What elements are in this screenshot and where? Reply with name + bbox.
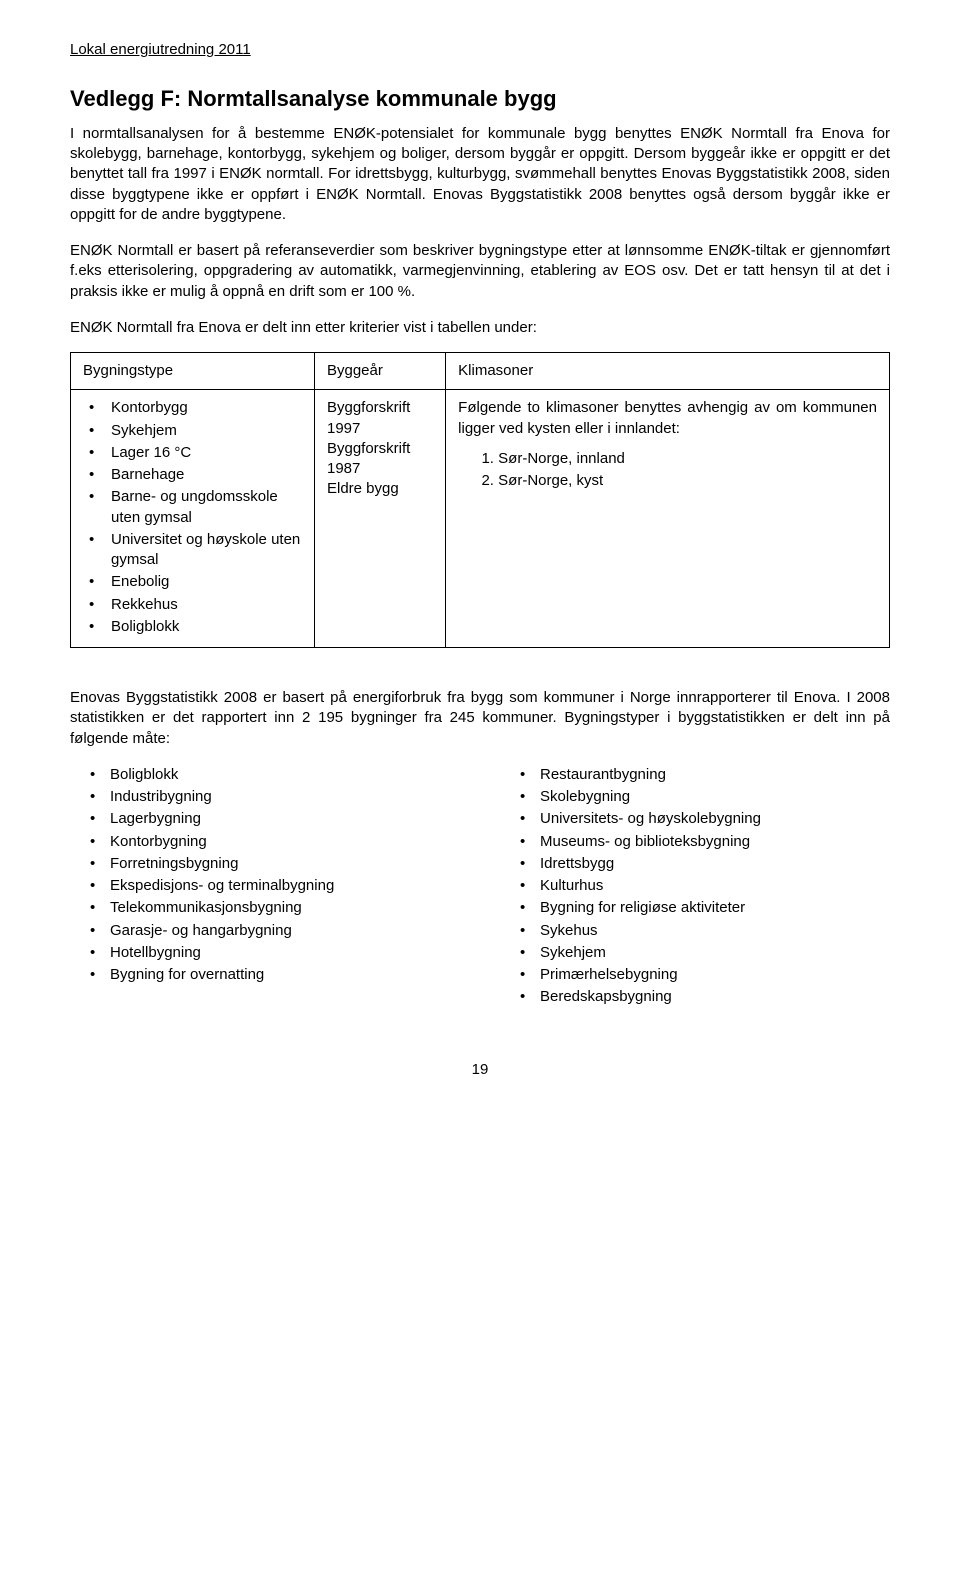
list-item: Beredskapsbygning: [520, 987, 890, 1007]
list-item: Kontorbygning: [90, 832, 460, 852]
cell-klimasoner: Følgende to klimasoner benyttes avhengig…: [446, 390, 890, 648]
paragraph-4: Enovas Byggstatistikk 2008 er basert på …: [70, 688, 890, 749]
list-item: Restaurantbygning: [520, 765, 890, 785]
list-item: Enebolig: [89, 572, 302, 592]
list-item: Primærhelsebygning: [520, 965, 890, 985]
bottom-two-column-lists: BoligblokkIndustribygningLagerbygning Kon…: [70, 765, 890, 1010]
paragraph-3: ENØK Normtall fra Enova er delt inn ette…: [70, 318, 890, 338]
list-item: Universitet og høyskole uten gymsal: [89, 530, 302, 571]
th-byggear: Byggeår: [314, 353, 445, 390]
list-item: Kontorbygg: [89, 398, 302, 418]
bygningstype-list: Kontorbygg SykehjemLager 16 °CBarnehageBa…: [83, 398, 302, 637]
paragraph-1: I normtallsanalysen for å bestemme ENØK-…: [70, 124, 890, 225]
list-item: Skolebygning: [520, 787, 890, 807]
page-header: Lokal energiutredning 2011: [70, 40, 890, 60]
list-item: Sykehus: [520, 921, 890, 941]
list-item: Bygning for religiøse aktiviteter: [520, 898, 890, 918]
page-number: 19: [70, 1060, 890, 1080]
list-item: Lager 16 °C: [89, 443, 302, 463]
list-item: Museums- og biblioteksbygning: [520, 832, 890, 852]
list-item: Telekommunikasjonsbygning: [90, 898, 460, 918]
table-header-row: Bygningstype Byggeår Klimasoner: [71, 353, 890, 390]
criteria-table: Bygningstype Byggeår Klimasoner Kontorby…: [70, 352, 890, 648]
byggear-line: Byggforskrift 1987: [327, 439, 433, 480]
bottom-list-left: BoligblokkIndustribygningLagerbygning Kon…: [70, 765, 460, 986]
list-item: Garasje- og hangarbygning: [90, 921, 460, 941]
byggear-lines: Byggforskrift 1997Byggforskrift 1987Eldr…: [327, 398, 433, 499]
list-item: Sykehjem: [520, 943, 890, 963]
cell-bygningstype: Kontorbygg SykehjemLager 16 °CBarnehageBa…: [71, 390, 315, 648]
bottom-list-right: RestaurantbygningSkolebygningUniversitet…: [500, 765, 890, 1008]
list-item: Boligblokk: [89, 617, 302, 637]
list-item: Barne- og ungdomsskole uten gymsal: [89, 487, 302, 528]
list-item: Lagerbygning: [90, 809, 460, 829]
list-item: Idrettsbygg: [520, 854, 890, 874]
cell-byggear: Byggforskrift 1997Byggforskrift 1987Eldr…: [314, 390, 445, 648]
section-title: Vedlegg F: Normtallsanalyse kommunale by…: [70, 84, 890, 114]
list-item: Industribygning: [90, 787, 460, 807]
list-item: Sør-Norge, kyst: [498, 471, 877, 491]
list-item: Sør-Norge, innland: [498, 449, 877, 469]
th-bygningstype: Bygningstype: [71, 353, 315, 390]
byggear-line: Eldre bygg: [327, 479, 433, 499]
klimasoner-list: Sør-Norge, innlandSør-Norge, kyst: [458, 449, 877, 492]
list-item: Kulturhus: [520, 876, 890, 896]
klimasoner-intro: Følgende to klimasoner benyttes avhengig…: [458, 398, 877, 439]
th-klimasoner: Klimasoner: [446, 353, 890, 390]
list-item: Barnehage: [89, 465, 302, 485]
list-item: Bygning for overnatting: [90, 965, 460, 985]
list-item: Boligblokk: [90, 765, 460, 785]
list-item: Forretningsbygning: [90, 854, 460, 874]
paragraph-2: ENØK Normtall er basert på referanseverd…: [70, 241, 890, 302]
list-item: Sykehjem: [89, 421, 302, 441]
table-data-row: Kontorbygg SykehjemLager 16 °CBarnehageBa…: [71, 390, 890, 648]
list-item: Hotellbygning: [90, 943, 460, 963]
byggear-line: Byggforskrift 1997: [327, 398, 433, 439]
list-item: Ekspedisjons- og terminalbygning: [90, 876, 460, 896]
list-item: Universitets- og høyskolebygning: [520, 809, 890, 829]
list-item: Rekkehus: [89, 595, 302, 615]
